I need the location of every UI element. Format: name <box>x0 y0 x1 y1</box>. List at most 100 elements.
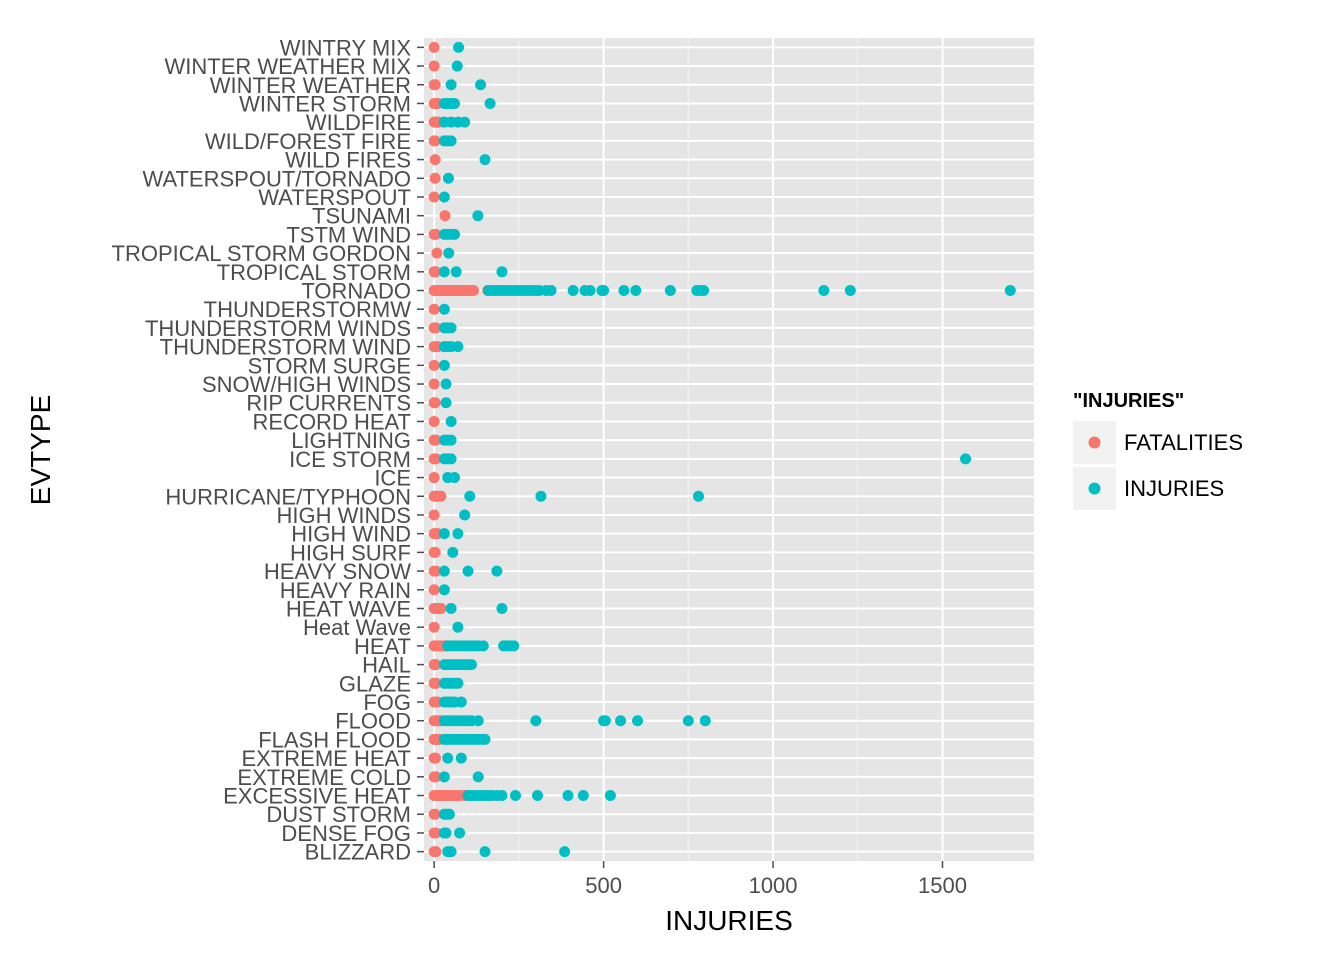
y-tick-label: WILD FIRES <box>285 148 411 173</box>
point-injuries <box>438 771 450 783</box>
point-injuries <box>440 397 452 409</box>
x-axis-title: INJURIES <box>665 905 793 936</box>
point-injuries <box>535 490 547 502</box>
point-injuries <box>630 285 642 297</box>
y-tick-label: HEAT WAVE <box>286 596 411 621</box>
point-injuries <box>459 509 471 521</box>
point-injuries <box>632 715 643 727</box>
point-fatalities <box>429 154 441 166</box>
series-fatalities <box>428 41 494 858</box>
point-fatalities <box>429 135 441 147</box>
point-injuries <box>532 790 544 802</box>
y-tick-label: HIGH SURF <box>290 540 411 565</box>
point-fatalities <box>430 846 442 858</box>
point-injuries <box>510 790 521 802</box>
point-injuries <box>438 191 450 203</box>
point-fatalities <box>428 621 440 633</box>
point-fatalities <box>430 453 442 465</box>
point-fatalities <box>439 210 451 222</box>
point-fatalities <box>430 434 442 446</box>
point-injuries <box>454 827 466 839</box>
point-injuries <box>445 846 457 858</box>
point-injuries <box>472 210 484 222</box>
point-fatalities <box>428 303 440 315</box>
y-tick-label: HIGH WIND <box>291 522 411 547</box>
x-tick-label: 1000 <box>749 873 798 898</box>
y-tick-label: BLIZZARD <box>305 840 411 865</box>
y-tick-label: TSUNAMI <box>312 204 411 229</box>
point-injuries <box>698 285 710 297</box>
point-injuries <box>472 715 484 727</box>
y-tick-label: HAIL <box>362 653 411 678</box>
y-tick-label: FLASH FLOOD <box>258 727 411 752</box>
point-fatalities <box>435 490 447 502</box>
point-fatalities <box>430 228 442 240</box>
point-injuries <box>452 528 464 540</box>
point-injuries <box>452 677 464 689</box>
y-axis-title: EVTYPE <box>25 395 56 505</box>
y-tick-label: DENSE FOG <box>281 821 411 846</box>
y-tick-label: HEAVY RAIN <box>280 578 411 603</box>
point-injuries <box>445 79 457 91</box>
point-injuries <box>584 285 596 297</box>
point-injuries <box>475 79 487 91</box>
point-injuries <box>438 565 450 577</box>
point-injuries <box>479 733 491 745</box>
y-tick-label: WINTER STORM <box>239 91 411 116</box>
point-injuries <box>664 285 676 297</box>
y-tick-label: WINTRY MIX <box>280 35 412 60</box>
data-points <box>428 41 1016 858</box>
y-tick-label: THUNDERSTORM WINDS <box>145 316 411 341</box>
point-injuries <box>445 415 457 427</box>
point-fatalities <box>430 827 442 839</box>
point-fatalities <box>428 584 440 596</box>
y-tick-label: ICE <box>374 466 411 491</box>
legend-title: "INJURIES" <box>1073 390 1184 412</box>
point-injuries <box>682 715 694 727</box>
point-injuries <box>615 715 627 727</box>
point-injuries <box>438 528 450 540</box>
point-fatalities <box>429 172 441 184</box>
point-fatalities <box>428 191 440 203</box>
point-injuries <box>567 285 579 297</box>
y-tick-label: HEAVY SNOW <box>264 559 411 584</box>
y-tick-label: ICE STORM <box>289 447 411 472</box>
point-injuries <box>438 303 450 315</box>
point-injuries <box>545 285 557 297</box>
y-tick-label: WINTER WEATHER MIX <box>165 54 412 79</box>
x-tick-label: 0 <box>428 873 440 898</box>
point-injuries <box>440 378 452 390</box>
point-injuries <box>438 584 450 596</box>
y-tick-label: HURRICANE/TYPHOON <box>165 484 411 509</box>
point-fatalities <box>430 771 442 783</box>
point-injuries <box>496 602 508 614</box>
point-injuries <box>699 715 711 727</box>
y-tick-label: TROPICAL STORM GORDON <box>112 241 411 266</box>
y-tick-label: EXCESSIVE HEAT <box>223 784 411 809</box>
point-injuries <box>508 640 520 652</box>
point-injuries <box>477 640 489 652</box>
point-injuries <box>496 266 508 278</box>
point-injuries <box>443 247 455 259</box>
y-tick-label: GLAZE <box>339 671 411 696</box>
y-tick-label: EXTREME COLD <box>237 765 411 790</box>
point-injuries <box>452 341 464 353</box>
point-fatalities <box>431 247 443 259</box>
legend-label-injuries: INJURIES <box>1124 476 1224 501</box>
point-injuries <box>445 434 457 446</box>
point-injuries <box>472 771 484 783</box>
y-tick-label: HEAT <box>354 634 411 659</box>
point-injuries <box>530 715 542 727</box>
point-injuries <box>438 359 450 371</box>
point-injuries <box>445 135 457 147</box>
point-fatalities <box>428 359 440 371</box>
y-tick-label: EXTREME HEAT <box>241 746 411 771</box>
point-fatalities <box>428 41 440 53</box>
legend: "INJURIES" FATALITIES INJURIES <box>1073 390 1243 510</box>
y-tick-label: FLOOD <box>335 709 411 734</box>
point-fatalities <box>430 565 442 577</box>
point-injuries <box>453 41 465 53</box>
point-fatalities <box>429 79 441 91</box>
y-tick-label: THUNDERSTORM WIND <box>160 335 411 360</box>
